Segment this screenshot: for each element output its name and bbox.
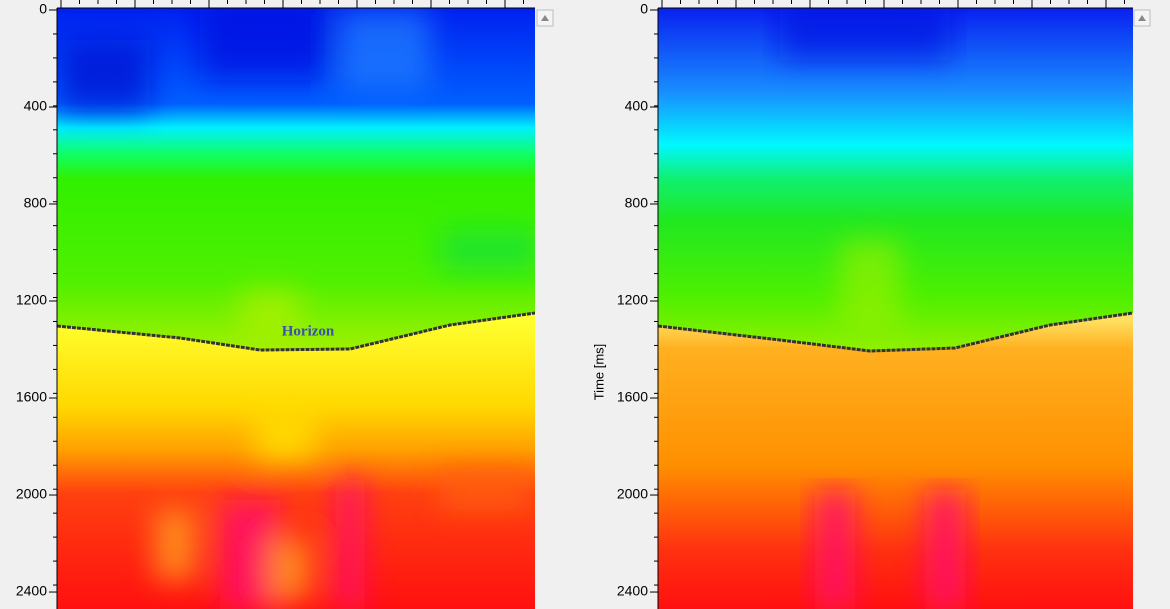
- y-tick-label: 2000: [16, 486, 47, 502]
- y-tick-label: 2400: [16, 583, 47, 599]
- y-axis-label: Time [ms]: [591, 344, 606, 401]
- y-tick-label: 800: [24, 195, 48, 211]
- annotation: Horizon: [282, 323, 335, 339]
- y-tick-label: 1200: [617, 292, 648, 308]
- y-tick-label: 1200: [16, 292, 47, 308]
- y-tick-label: 0: [640, 1, 648, 17]
- y-tick-label: 800: [625, 195, 649, 211]
- y-tick-label: 2000: [617, 486, 648, 502]
- velocity-image: [57, 8, 535, 609]
- y-tick-label: 400: [24, 98, 48, 114]
- velocity-image: [658, 8, 1133, 609]
- y-tick-label: 1600: [16, 389, 47, 405]
- y-tick-label: 0: [39, 1, 47, 17]
- y-tick-label: 400: [625, 98, 649, 114]
- y-tick-label: 1600: [617, 389, 648, 405]
- y-tick-label: 2400: [617, 583, 648, 599]
